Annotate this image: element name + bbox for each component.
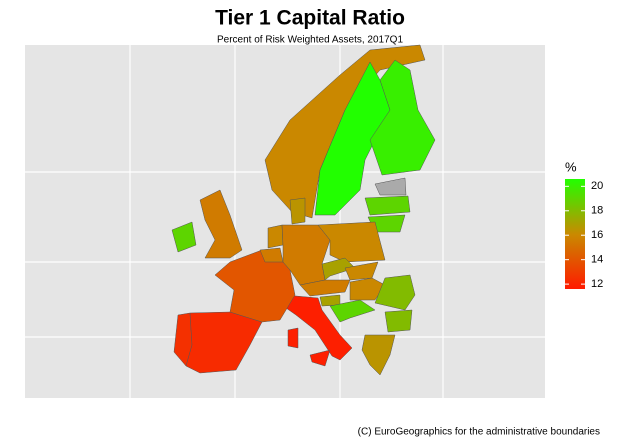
- region: [384, 309, 413, 333]
- legend-tick-label: 20: [591, 180, 603, 192]
- legend-tick-label: 14: [591, 254, 603, 266]
- chart-title: Tier 1 Capital Ratio: [215, 7, 405, 30]
- region: [267, 224, 284, 249]
- region: [199, 189, 243, 259]
- region: [329, 299, 376, 323]
- chart-subtitle: Percent of Risk Weighted Assets, 2017Q1: [217, 35, 403, 46]
- regions: [171, 44, 436, 376]
- region: [289, 197, 306, 225]
- legend-title: %: [565, 159, 577, 174]
- region: [284, 294, 353, 367]
- colorbar: [565, 179, 585, 289]
- region: [321, 257, 356, 281]
- caption: (C) EuroGeographics for the administrati…: [358, 427, 600, 438]
- panel: [25, 45, 545, 398]
- legend-tick-label: 12: [591, 278, 603, 290]
- region: [361, 334, 396, 376]
- region: [374, 177, 407, 196]
- region: [299, 279, 351, 297]
- region: [374, 274, 416, 311]
- region: [171, 221, 197, 253]
- legend-tick-label: 18: [591, 205, 603, 217]
- legend-tick-label: 16: [591, 229, 603, 241]
- region: [369, 59, 436, 176]
- region: [364, 195, 411, 216]
